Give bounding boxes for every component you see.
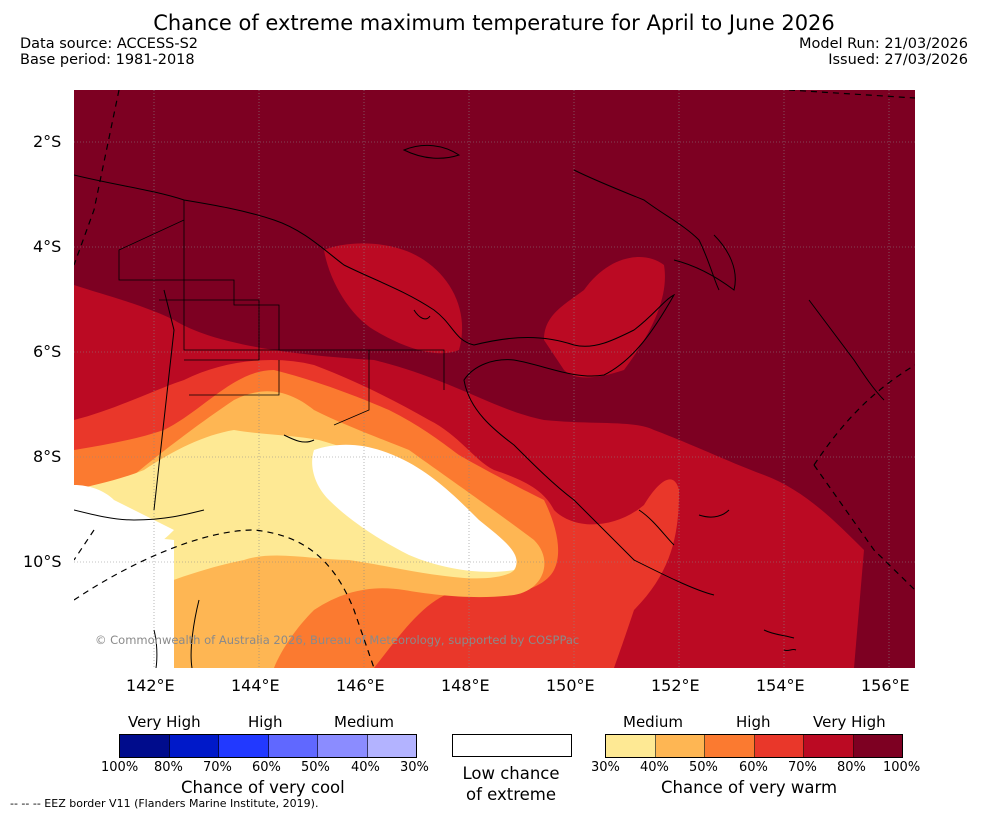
lat-label-6s: 6°S — [33, 342, 62, 361]
low-caption-line2: of extreme — [465, 785, 557, 804]
low-caption-line1: Low chance — [462, 764, 560, 783]
cool-head-medium: Medium — [334, 713, 394, 731]
cool-tick: 50% — [301, 760, 330, 775]
eez-footnote: -- -- -- EEZ border V11 (Flanders Marine… — [10, 797, 319, 810]
warm-swatch-50-60 — [705, 735, 755, 757]
cool-head-very-high: Very High — [128, 713, 201, 731]
cool-swatch-100-80 — [120, 735, 170, 757]
data-source: Data source: ACCESS-S2 — [20, 36, 199, 52]
eez-border — [74, 90, 915, 668]
warm-tick: 80% — [837, 760, 866, 775]
cool-tick: 40% — [351, 760, 380, 775]
lon-label-156e: 156°E — [861, 676, 910, 695]
lat-label-10s: 10°S — [23, 552, 62, 571]
cool-swatch-40-30 — [367, 735, 416, 757]
warm-caption: Chance of very warm — [661, 778, 838, 797]
warm-tick: 60% — [739, 760, 768, 775]
cool-swatch-70-60 — [219, 735, 269, 757]
issued-date: Issued: 27/03/2026 — [828, 52, 968, 68]
forecast-map — [74, 90, 915, 668]
borders — [118, 200, 445, 426]
warm-head-very-high: Very High — [813, 713, 886, 731]
warm-swatch-30-40 — [606, 735, 656, 757]
cool-tick: 80% — [154, 760, 183, 775]
warm-tick: 40% — [640, 760, 669, 775]
warm-swatch-70-80 — [804, 735, 854, 757]
copyright-notice: © Commonwealth of Australia 2026, Bureau… — [95, 633, 580, 647]
warm-tick: 30% — [591, 760, 620, 775]
cool-head-high: High — [248, 713, 283, 731]
warm-tick: 50% — [689, 760, 718, 775]
coastlines — [74, 144, 885, 668]
model-run: Model Run: 21/03/2026 — [798, 36, 968, 52]
lat-label-4s: 4°S — [33, 237, 62, 256]
lon-label-148e: 148°E — [441, 676, 490, 695]
cool-swatch-50-40 — [318, 735, 368, 757]
cool-tick: 30% — [400, 760, 429, 775]
low-chance-swatch — [452, 734, 572, 757]
lat-label-2s: 2°S — [33, 132, 62, 151]
warm-swatch-40-50 — [655, 735, 705, 757]
base-period: Base period: 1981-2018 — [20, 52, 195, 68]
lon-label-154e: 154°E — [756, 676, 805, 695]
warm-swatch-60-70 — [754, 735, 804, 757]
cool-tick: 70% — [203, 760, 232, 775]
cool-swatch-60-50 — [268, 735, 318, 757]
graticule — [74, 90, 915, 668]
lon-label-152e: 152°E — [651, 676, 700, 695]
lon-label-144e: 144°E — [231, 676, 280, 695]
cool-tick: 100% — [101, 760, 139, 775]
cool-caption: Chance of very cool — [181, 778, 345, 797]
warm-tick: 70% — [788, 760, 817, 775]
cool-tick: 60% — [252, 760, 281, 775]
warm-head-high: High — [736, 713, 771, 731]
warm-head-medium: Medium — [623, 713, 683, 731]
lon-label-150e: 150°E — [546, 676, 595, 695]
lon-label-142e: 142°E — [126, 676, 175, 695]
warm-tick: 100% — [883, 760, 921, 775]
cool-swatch-80-70 — [169, 735, 219, 757]
warm-color-scale — [605, 734, 903, 758]
lat-label-8s: 8°S — [33, 447, 62, 466]
cool-color-scale — [119, 734, 417, 758]
warm-swatch-80-100 — [853, 735, 902, 757]
map-title: Chance of extreme maximum temperature fo… — [153, 11, 835, 35]
lon-label-146e: 146°E — [336, 676, 385, 695]
